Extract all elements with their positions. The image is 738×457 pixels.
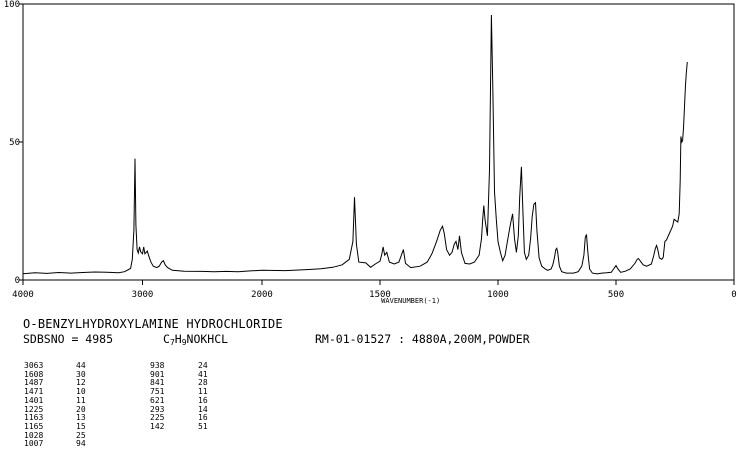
- peak-intensity: 94: [76, 439, 86, 449]
- x-tick-label: 3000: [132, 290, 154, 300]
- measurement-conditions: RM-01-01527 : 4880A,200M,POWDER: [315, 332, 530, 346]
- peak-intensity: 20: [76, 404, 86, 414]
- peak-intensity: 44: [76, 361, 86, 370]
- peak-wavenumber: 1028: [24, 430, 44, 440]
- peak-wavenumber: 1165: [24, 421, 44, 431]
- peak-wavenumber: 1163: [24, 413, 44, 423]
- peak-intensity: 13: [76, 413, 86, 423]
- molecular-formula: C7H9NOKHCL: [163, 332, 229, 347]
- x-tick-label: 0: [731, 290, 736, 300]
- peak-intensity: 25: [76, 430, 86, 440]
- x-tick-label: 500: [608, 290, 624, 300]
- peak-intensity: 51: [198, 421, 208, 431]
- peak-wavenumber: 938: [150, 361, 165, 370]
- peak-wavenumber: 225: [150, 413, 165, 423]
- x-axis-label: WAVENUMBER(-1): [381, 297, 440, 305]
- x-tick-label: 4000: [12, 290, 34, 300]
- peak-intensity: 11: [76, 395, 86, 405]
- x-tick-label: 1000: [487, 290, 509, 300]
- peak-wavenumber: 1487: [24, 378, 44, 388]
- peak-intensity: 12: [76, 378, 86, 388]
- y-tick-label: 50: [9, 138, 20, 148]
- peak-intensity: 14: [198, 404, 208, 414]
- formula-rest: NOKHCL: [186, 332, 229, 346]
- peak-wavenumber: 1007: [24, 439, 44, 449]
- peak-intensity: 24: [198, 361, 208, 370]
- x-tick-label: 1500: [369, 290, 391, 300]
- formula-h: H: [174, 332, 182, 346]
- plot-frame: [22, 3, 735, 281]
- peak-intensity: 10: [76, 387, 86, 397]
- compound-name: O-BENZYLHYDROXYLAMINE HYDROCHLORIDE: [23, 317, 283, 331]
- peak-wavenumber: 841: [150, 378, 165, 388]
- peak-intensity: 15: [76, 421, 86, 431]
- peak-intensity: 41: [198, 369, 208, 379]
- peak-wavenumber: 901: [150, 369, 165, 379]
- peak-intensity: 16: [198, 395, 208, 405]
- peak-wavenumber: 1401: [24, 395, 44, 405]
- series-line: [22, 14, 688, 275]
- peak-wavenumber: 3063: [24, 361, 44, 370]
- x-tick-label: 2000: [251, 290, 273, 300]
- formula-n7: 7: [169, 338, 175, 347]
- peak-wavenumber: 1608: [24, 369, 44, 379]
- formula-n9: 9: [181, 338, 187, 347]
- y-tick-label: 0: [15, 276, 20, 286]
- peak-intensity: 16: [198, 413, 208, 423]
- peak-wavenumber: 142: [150, 421, 165, 431]
- y-tick-label: 100: [4, 0, 20, 10]
- peak-wavenumber: 1225: [24, 404, 44, 414]
- spectrum-chart: 4000 3000 2000 1500 1000 500 0100500WAVENUMBER…: [4, 0, 737, 305]
- peak-wavenumber: 1471: [24, 387, 44, 397]
- peak-wavenumber: 621: [150, 395, 165, 405]
- sdbs-number: SDBSNO = 4985: [23, 332, 114, 346]
- formula-c: C: [163, 332, 170, 346]
- peak-intensity: 30: [76, 369, 86, 379]
- peak-wavenumber: 293: [150, 404, 165, 414]
- peak-wavenumber: 751: [150, 387, 165, 397]
- peak-intensity: 11: [198, 387, 208, 397]
- peak-intensity: 28: [198, 378, 208, 388]
